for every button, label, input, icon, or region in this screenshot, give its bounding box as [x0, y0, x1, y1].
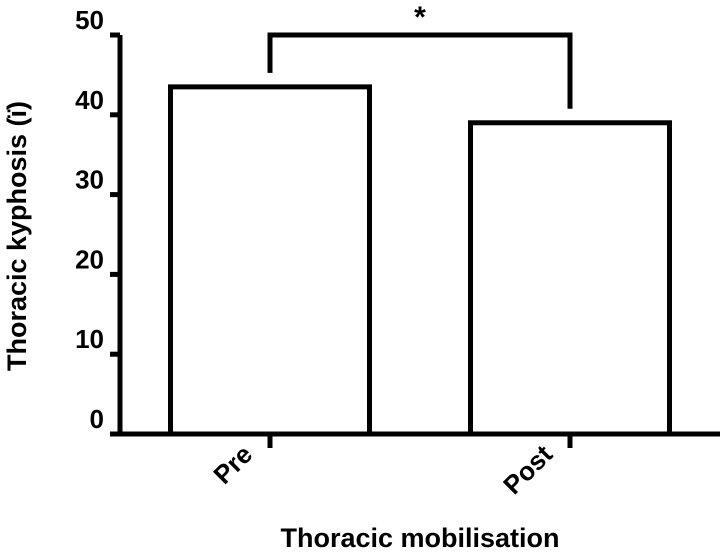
significance-label: *	[414, 1, 426, 34]
x-axis-title: Thoracic mobilisation	[280, 523, 559, 552]
bar-post	[468, 120, 672, 437]
x-axis: Pre Post	[118, 431, 720, 500]
bar-pre	[168, 84, 372, 437]
y-tick-label: 30	[75, 165, 104, 195]
significance-line	[267, 32, 573, 109]
x-tick-label: Post	[497, 439, 558, 500]
y-tick-label: 10	[75, 324, 104, 354]
y-axis-title: Thoracic kyphosis (ï)	[2, 101, 32, 371]
y-tick-label: 20	[75, 244, 104, 274]
y-tick-label: 40	[75, 85, 104, 115]
y-axis: 0 10 20 30 40 50	[75, 5, 123, 437]
significance-bracket: *	[267, 1, 573, 109]
y-tick-label: 0	[90, 404, 104, 434]
x-tick-label: Pre	[207, 439, 258, 490]
bars	[168, 84, 672, 437]
y-tick-label: 50	[75, 5, 104, 35]
